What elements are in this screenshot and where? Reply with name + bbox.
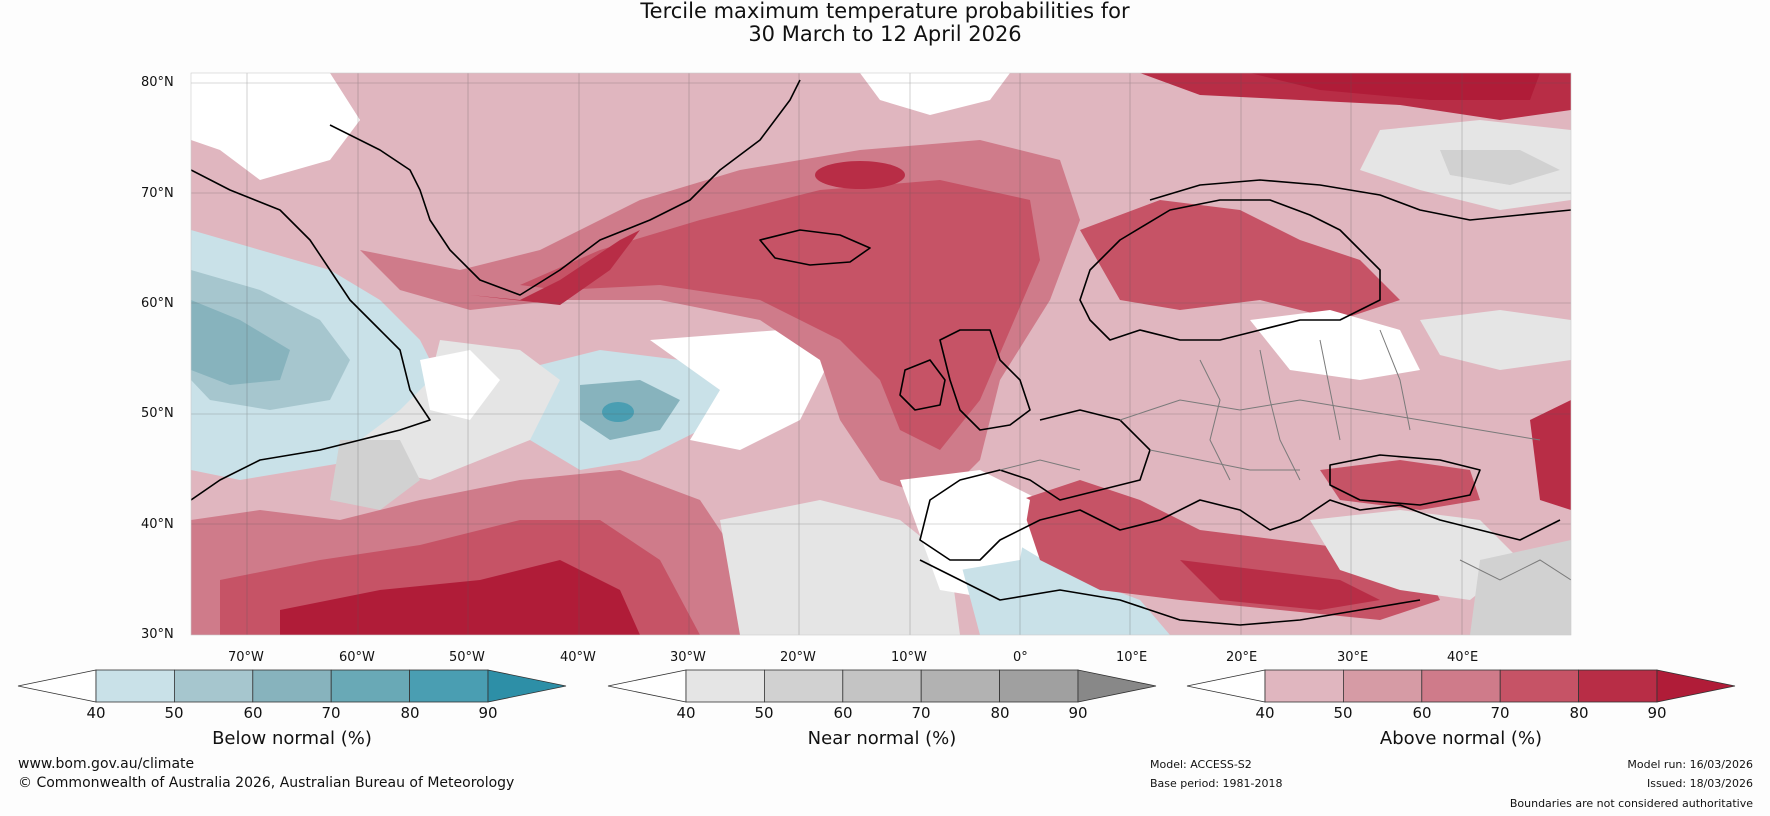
ireland-coast [899, 359, 946, 411]
tick-near-60: 60 [833, 704, 853, 722]
white-atlantic-2 [420, 350, 500, 420]
lat-label-70n: 70°N [141, 186, 174, 201]
white-patch-arctic [860, 73, 1010, 115]
tick-above-50: 50 [1333, 704, 1353, 722]
tick-above-80: 80 [1569, 704, 1589, 722]
tick-below-60: 60 [243, 704, 263, 722]
tick-near-50: 50 [754, 704, 774, 722]
country-borders [999, 329, 1571, 581]
issued-date: Issued: 18/03/2026 [1646, 777, 1753, 790]
lon-label-10e: 10°E [1116, 650, 1148, 665]
boundaries-disclaimer: Boundaries are not considered authoritat… [1509, 797, 1753, 810]
coastlines [191, 79, 1571, 626]
model-run-date: Model run: 16/03/2026 [1627, 758, 1753, 771]
near-normal-europe [1420, 310, 1571, 370]
near-normal-russia-2 [1440, 150, 1560, 185]
tick-near-70: 70 [911, 704, 931, 722]
tick-below-50: 50 [164, 704, 184, 722]
lon-label-60w: 60°W [339, 650, 375, 665]
lat-label-50n: 50°N [141, 406, 174, 421]
above-normal-south-core [280, 560, 640, 635]
tick-below-80: 80 [400, 704, 420, 722]
colorbar-below-min-arrow [17, 669, 97, 703]
white-europe [1250, 310, 1420, 380]
below-normal-canada-deep [191, 300, 290, 385]
greenland-coast [329, 79, 801, 296]
colorbar-above-title: Above normal (%) [1379, 728, 1543, 749]
scandinavia-coast [1079, 199, 1381, 341]
iceland-coast [759, 229, 871, 266]
tick-below-90: 90 [478, 704, 498, 722]
below-normal-africa [960, 540, 1170, 635]
lon-label-30e: 30°E [1337, 650, 1369, 665]
colorbar-near-min-arrow [607, 669, 687, 703]
model-name: Model: ACCESS-S2 [1150, 758, 1252, 771]
scandinavia-above [1080, 200, 1400, 320]
white-iberia [920, 480, 1030, 570]
above-normal-core-2 [815, 161, 905, 189]
colorbar-near [607, 669, 1157, 703]
canada-coast [191, 169, 431, 501]
mediterranean-core [1180, 560, 1380, 610]
colorbar-below-title: Below normal (%) [212, 728, 372, 749]
black-sea-above [1320, 460, 1480, 510]
lat-label-30n: 30°N [141, 627, 174, 642]
above-normal-band-deep [440, 180, 1040, 450]
colorbar-near-title: Near normal (%) [807, 728, 957, 749]
base-period: Base period: 1981-2018 [1150, 777, 1283, 790]
tick-above-70: 70 [1490, 704, 1510, 722]
above-normal-band-core [470, 230, 640, 305]
tick-near-90: 90 [1068, 704, 1088, 722]
lon-label-20w: 20°W [780, 650, 816, 665]
tick-below-40: 40 [86, 704, 106, 722]
lon-label-70w: 70°W [228, 650, 264, 665]
europe-light [1080, 350, 1571, 480]
africa-coast [919, 559, 1421, 626]
map-frame [190, 72, 1572, 636]
colorbar-below [17, 669, 567, 703]
map-title-line2: 30 March to 12 April 2026 [748, 22, 1022, 46]
map-title: Tercile maximum temperature probabilitie… [0, 0, 1770, 46]
colorbar-below-max-arrow [487, 669, 567, 703]
europe-coast [919, 409, 1561, 561]
lon-label-0: 0° [1013, 650, 1028, 665]
lon-label-30w: 30°W [670, 650, 706, 665]
near-normal-africa [720, 500, 960, 635]
white-patch-nw [191, 73, 360, 180]
near-normal-turkey [1310, 510, 1520, 600]
lon-label-20e: 20°E [1226, 650, 1258, 665]
website-link[interactable]: www.bom.gov.au/climate [18, 756, 195, 772]
lon-label-10w: 10°W [891, 650, 927, 665]
colorbar-above-min-arrow [1186, 669, 1266, 703]
colorbar-above-max-arrow [1656, 669, 1736, 703]
black-sea-coast [1329, 454, 1481, 506]
tick-above-90: 90 [1647, 704, 1667, 722]
white-atlantic [650, 330, 830, 450]
caspian-above [1530, 400, 1571, 510]
tick-near-80: 80 [990, 704, 1010, 722]
tick-above-60: 60 [1412, 704, 1432, 722]
below-normal-atlantic-core [602, 402, 634, 422]
arctic-above-core [1250, 73, 1540, 100]
map-title-line1: Tercile maximum temperature probabilitie… [640, 0, 1130, 23]
tick-below-70: 70 [321, 704, 341, 722]
arctic-coast [1149, 179, 1571, 221]
lon-label-40w: 40°W [560, 650, 596, 665]
colorbar-above [1186, 669, 1736, 703]
copyright-text: © Commonwealth of Australia 2026, Austra… [18, 775, 515, 791]
lat-label-40n: 40°N [141, 517, 174, 532]
lon-label-50w: 50°W [449, 650, 485, 665]
uk-coast [939, 329, 1031, 431]
graticule [191, 73, 1571, 635]
tick-above-40: 40 [1255, 704, 1275, 722]
lon-label-40e: 40°E [1447, 650, 1479, 665]
near-normal-patch [330, 440, 420, 510]
colorbar-near-max-arrow [1077, 669, 1157, 703]
lat-label-60n: 60°N [141, 296, 174, 311]
tick-near-40: 40 [676, 704, 696, 722]
lat-label-80n: 80°N [141, 75, 174, 90]
